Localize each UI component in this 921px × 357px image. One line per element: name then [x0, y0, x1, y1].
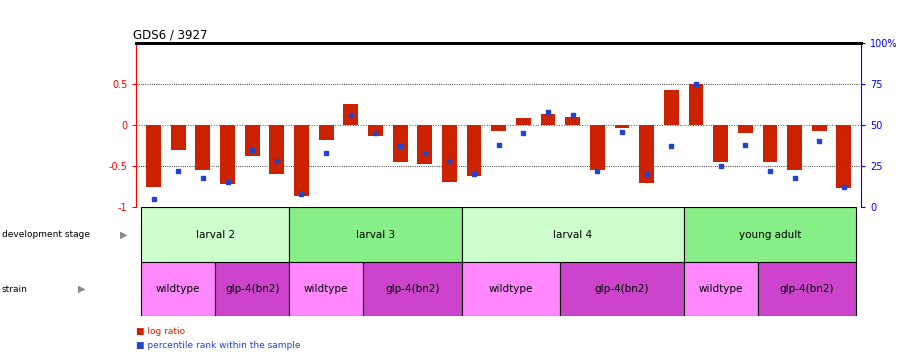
- Bar: [614, 125, 629, 128]
- Text: wildtype: wildtype: [156, 284, 201, 294]
- Bar: [664, 90, 679, 125]
- Text: development stage: development stage: [2, 230, 90, 239]
- Bar: [516, 119, 530, 125]
- Bar: [560, 262, 683, 316]
- Bar: [713, 125, 728, 162]
- Text: ■ log ratio: ■ log ratio: [136, 327, 185, 336]
- Bar: [639, 125, 654, 183]
- Bar: [289, 262, 363, 316]
- Text: strain: strain: [2, 285, 28, 294]
- Bar: [363, 262, 461, 316]
- Text: wildtype: wildtype: [304, 284, 348, 294]
- Bar: [245, 125, 260, 156]
- Bar: [392, 125, 407, 162]
- Bar: [461, 207, 683, 262]
- Text: larval 2: larval 2: [195, 230, 235, 240]
- Text: wildtype: wildtype: [698, 284, 743, 294]
- Text: glp-4(bn2): glp-4(bn2): [225, 284, 279, 294]
- Text: ▶: ▶: [120, 230, 127, 240]
- Bar: [541, 114, 555, 125]
- Bar: [216, 262, 289, 316]
- Bar: [146, 125, 161, 186]
- Bar: [738, 125, 752, 133]
- Text: ■ percentile rank within the sample: ■ percentile rank within the sample: [136, 341, 301, 350]
- Bar: [811, 125, 827, 131]
- Bar: [195, 125, 210, 170]
- Bar: [417, 125, 432, 164]
- Text: young adult: young adult: [739, 230, 801, 240]
- Bar: [763, 125, 777, 162]
- Bar: [270, 125, 285, 174]
- Bar: [683, 262, 758, 316]
- Bar: [220, 125, 235, 184]
- Bar: [758, 262, 857, 316]
- Bar: [590, 125, 605, 170]
- Bar: [344, 104, 358, 125]
- Text: ▶: ▶: [78, 284, 86, 294]
- Bar: [141, 207, 289, 262]
- Bar: [368, 125, 383, 136]
- Text: GDS6 / 3927: GDS6 / 3927: [133, 29, 207, 42]
- Bar: [461, 262, 560, 316]
- Bar: [836, 125, 851, 188]
- Text: larval 3: larval 3: [356, 230, 395, 240]
- Bar: [294, 125, 309, 196]
- Text: glp-4(bn2): glp-4(bn2): [385, 284, 439, 294]
- Bar: [683, 207, 857, 262]
- Text: wildtype: wildtype: [489, 284, 533, 294]
- Bar: [491, 125, 507, 131]
- Bar: [141, 262, 216, 316]
- Bar: [689, 84, 704, 125]
- Bar: [170, 125, 186, 150]
- Bar: [319, 125, 333, 140]
- Bar: [787, 125, 802, 170]
- Text: glp-4(bn2): glp-4(bn2): [595, 284, 649, 294]
- Bar: [565, 117, 580, 125]
- Text: glp-4(bn2): glp-4(bn2): [780, 284, 834, 294]
- Text: larval 4: larval 4: [554, 230, 592, 240]
- Bar: [442, 125, 457, 182]
- Bar: [467, 125, 482, 176]
- Bar: [289, 207, 461, 262]
